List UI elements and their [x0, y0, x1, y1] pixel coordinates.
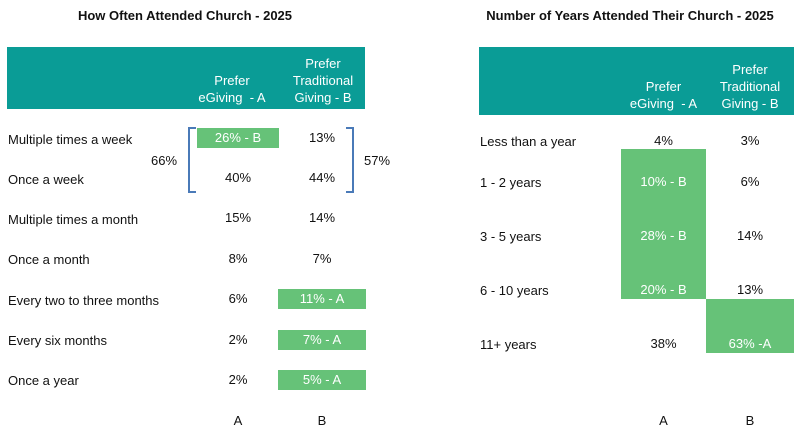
right-row-label: Less than a year [480, 134, 577, 149]
left-title: How Often Attended Church - 2025 [77, 8, 293, 23]
right-cell-b: 14% [736, 228, 764, 243]
right-header: Prefer eGiving - A Prefer Traditional Givin… [479, 47, 794, 115]
left-cell-b: 7% [312, 251, 332, 266]
left-cell-a: 40% [224, 170, 252, 185]
left-cell-a: 26% - B [197, 128, 279, 148]
right-title: Number of Years Attended Their Church - … [486, 8, 774, 23]
right-footer-b: B [745, 413, 755, 428]
right-cell-b: 3% [740, 133, 760, 148]
right-row-label: 6 - 10 years [480, 283, 549, 298]
left-row-label: Multiple times a week [8, 132, 133, 147]
left-footer-b: B [317, 413, 327, 428]
left-header: Prefer eGiving - A Prefer Traditional Givin… [7, 47, 365, 109]
right-cell-a: 4% [654, 133, 673, 148]
left-row-label: Every two to three months [8, 293, 160, 308]
left-row-label: Once a week [8, 172, 84, 187]
left-cell-b: 7% - A [278, 330, 366, 350]
right-row-label: 3 - 5 years [480, 229, 542, 244]
left-footer-a: A [233, 413, 243, 428]
left-cell-b: 5% - A [278, 370, 366, 390]
right-cell-b: 63% -A [728, 336, 772, 351]
right-col-b-header: Prefer Traditional Giving - B [719, 62, 781, 111]
left-row-label: Multiple times a month [8, 212, 139, 227]
right-highlight-a [621, 149, 706, 299]
left-row-label: Once a year [8, 373, 79, 388]
left-cell-a: 2% [228, 332, 248, 347]
left-col-b-header: Prefer Traditional Giving - B [292, 56, 354, 105]
right-col-a-header: Prefer eGiving - A [629, 79, 698, 111]
right-cell-a: 38% [650, 336, 677, 351]
right-cell-a: 28% - B [640, 228, 687, 243]
left-cell-b: 13% [308, 130, 336, 145]
right-row-label: 1 - 2 years [480, 175, 542, 190]
left-cell-b: 14% [308, 210, 336, 225]
group-total-b: 57% [364, 153, 391, 168]
left-cell-a: 8% [228, 251, 248, 266]
right-cell-a: 10% - B [640, 174, 687, 189]
right-footer-a: A [659, 413, 668, 428]
group-total-a: 66% [151, 153, 178, 168]
left-group-bracket [188, 127, 196, 193]
left-cell-b: 11% - A [278, 289, 366, 309]
right-row-label: 11+ years [480, 337, 537, 352]
left-cell-b: 44% [308, 170, 336, 185]
left-row-label: Once a month [8, 252, 90, 267]
right-group-bracket [346, 127, 354, 193]
left-cell-a: 6% [228, 291, 248, 306]
left-col-a-header: Prefer eGiving - A [198, 73, 266, 105]
right-cell-a: 20% - B [640, 282, 687, 297]
right-cell-b: 6% [740, 174, 760, 189]
left-cell-a: 2% [228, 372, 248, 387]
right-cell-b: 13% [736, 282, 764, 297]
right-highlight-b [706, 299, 794, 353]
left-row-label: Every six months [8, 333, 107, 348]
left-cell-a: 15% [224, 210, 252, 225]
